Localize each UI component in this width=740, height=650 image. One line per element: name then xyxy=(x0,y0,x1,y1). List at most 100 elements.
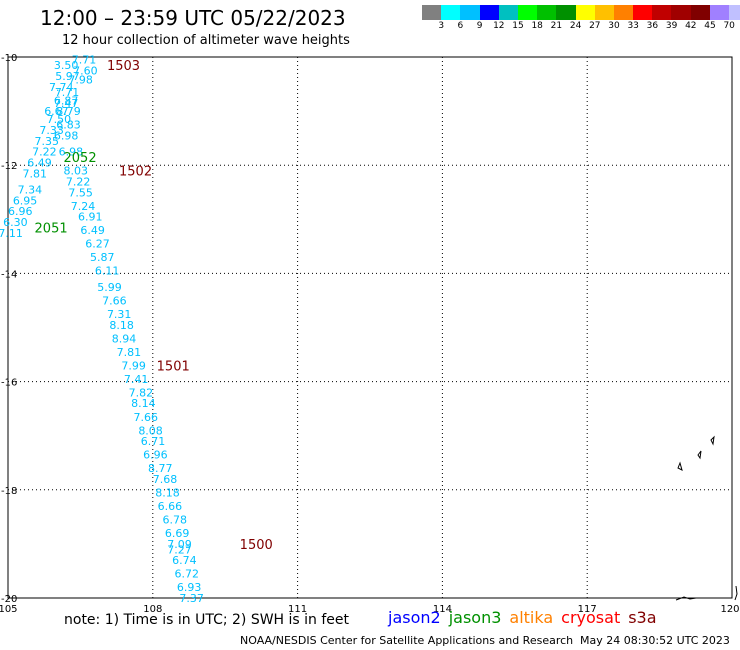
color-scale-label: 12 xyxy=(493,21,505,31)
map-frame xyxy=(7,56,733,599)
footer-note: note: 1) Time is in UTC; 2) SWH is in fe… xyxy=(64,612,350,628)
wave-height-value: 6.87 xyxy=(54,94,79,107)
color-swatch xyxy=(517,5,538,20)
track-number-label: 2052 xyxy=(64,151,97,166)
latitude-label: -16 xyxy=(1,378,17,389)
wave-height-value: 8.18 xyxy=(155,487,180,500)
color-swatch xyxy=(498,5,518,20)
wave-height-value: 8.79 xyxy=(56,105,80,118)
wave-height-value: 7.71 xyxy=(72,54,97,67)
track-number-label: 2051 xyxy=(35,221,68,236)
page-title: 12:00 – 23:59 UTC 05/22/2023 xyxy=(40,6,346,30)
color-scale-label: 33 xyxy=(627,21,639,31)
wave-height-value: 5.99 xyxy=(97,281,122,294)
wave-height-value: 8.08 xyxy=(138,424,163,437)
color-swatch xyxy=(441,5,461,20)
wave-height-value: 6.74 xyxy=(172,554,197,567)
wave-height-value: 6.66 xyxy=(158,500,183,513)
wave-height-value: 7.37 xyxy=(179,592,204,605)
wave-height-value: 7.22 xyxy=(66,175,91,188)
latitude-label: -12 xyxy=(1,161,17,172)
wave-height-value: 7.11 xyxy=(0,227,23,240)
color-swatch xyxy=(537,5,557,20)
color-scale-label: 45 xyxy=(704,21,716,31)
axis-labels: 105 108 111 114 117 120 -10 -12 -14 -16 -18 -20 xyxy=(0,53,740,615)
longitude-label: 117 xyxy=(578,604,597,615)
color-swatch xyxy=(594,5,614,20)
island-outline xyxy=(677,461,683,471)
wave-height-value: 7.66 xyxy=(133,411,158,424)
color-scale-label: 39 xyxy=(665,21,678,31)
latitude-label: -10 xyxy=(1,53,17,64)
wave-height-value: 7.31 xyxy=(107,308,131,321)
wave-height-value: 8.03 xyxy=(64,165,89,178)
wave-height-value: 7.68 xyxy=(153,473,178,486)
wave-height-value: 7.55 xyxy=(68,186,93,199)
wave-height-value: 6.78 xyxy=(162,514,187,527)
wave-height-value: 7.81 xyxy=(117,346,142,359)
wave-height-value: 6.11 xyxy=(95,265,120,278)
latitude-label: -20 xyxy=(1,594,17,605)
longitude-label: 120 xyxy=(720,604,739,615)
wave-height-value: 6.67 xyxy=(44,105,68,118)
wave-height-value: 6.72 xyxy=(175,568,200,581)
coastline-segment xyxy=(734,585,738,601)
wave-height-value: 7.41 xyxy=(124,373,149,386)
credit-line: NOAA/NESDIS Center for Satellite Applica… xyxy=(240,634,574,647)
color-swatch xyxy=(422,5,442,20)
wave-height-value: 7.60 xyxy=(73,65,98,78)
color-scale-label: 21 xyxy=(550,21,563,31)
satellite-legend-altika: altika xyxy=(509,608,554,627)
wave-height-value: 6.91 xyxy=(78,211,103,224)
wave-height-value: 7.47 xyxy=(54,97,79,110)
color-swatch xyxy=(479,5,499,20)
color-scale-label: 18 xyxy=(531,21,543,31)
wave-height-value: 6.93 xyxy=(177,581,202,594)
generation-timestamp: May 24 08:30:52 UTC 2023 xyxy=(580,634,730,647)
color-scale-label: 36 xyxy=(646,21,659,31)
wave-height-value: 6.96 xyxy=(143,449,168,462)
color-scale-label: 3 xyxy=(438,21,445,31)
color-scale-label: 70 xyxy=(723,21,735,31)
wave-height-value: 6.49 xyxy=(27,156,52,169)
color-swatch xyxy=(729,5,740,20)
track-labels: 1503 2052 1502 2051 1501 1500 xyxy=(35,59,273,553)
wave-height-value: 7.33 xyxy=(39,124,64,137)
track-number-label: 1501 xyxy=(157,359,190,374)
wave-height-value: 6.96 xyxy=(8,205,33,218)
page-subtitle: 12 hour collection of altimeter wave hei… xyxy=(62,33,350,48)
wave-height-value: 7.35 xyxy=(35,135,60,148)
color-scale-bar xyxy=(422,5,740,20)
wave-height-value: 8.94 xyxy=(112,332,137,345)
island-outline xyxy=(710,435,715,446)
wave-height-value: 6.27 xyxy=(85,238,110,251)
wave-height-value: 8.14 xyxy=(131,397,156,410)
wave-height-value: 3.50 xyxy=(54,59,79,72)
satellite-legend: jason2 jason3 altika cryosat s3a xyxy=(388,608,665,627)
wave-height-value: 6.49 xyxy=(80,224,105,237)
color-swatch xyxy=(575,5,595,20)
wave-height-value: 6.98 xyxy=(54,129,79,142)
longitude-label: 114 xyxy=(433,604,452,615)
satellite-legend-jason2: jason2 xyxy=(388,608,441,627)
color-swatch xyxy=(556,5,576,20)
wave-height-value: 7.74 xyxy=(49,81,74,94)
color-scale-label: 27 xyxy=(589,21,601,31)
color-scale-label: 30 xyxy=(608,21,620,31)
color-swatch xyxy=(709,5,729,20)
longitude-label: 108 xyxy=(143,604,162,615)
wave-height-value: 7.50 xyxy=(47,113,72,126)
wave-height-value: 7.66 xyxy=(102,294,127,307)
satellite-legend-cryosat: cryosat xyxy=(561,608,621,627)
color-scale-label: 42 xyxy=(685,21,697,31)
wave-height-value: 7.99 xyxy=(121,359,146,372)
wave-height-value: 7.98 xyxy=(68,74,93,87)
wave-height-value: 7.71 xyxy=(55,86,79,99)
wave-height-value: 7.22 xyxy=(32,146,57,159)
color-swatch xyxy=(460,5,480,20)
wave-height-value: 8.77 xyxy=(148,462,173,475)
wave-height-value: 5.87 xyxy=(90,251,115,264)
satellite-legend-jason3: jason3 xyxy=(448,608,502,627)
island-outline xyxy=(697,450,702,460)
